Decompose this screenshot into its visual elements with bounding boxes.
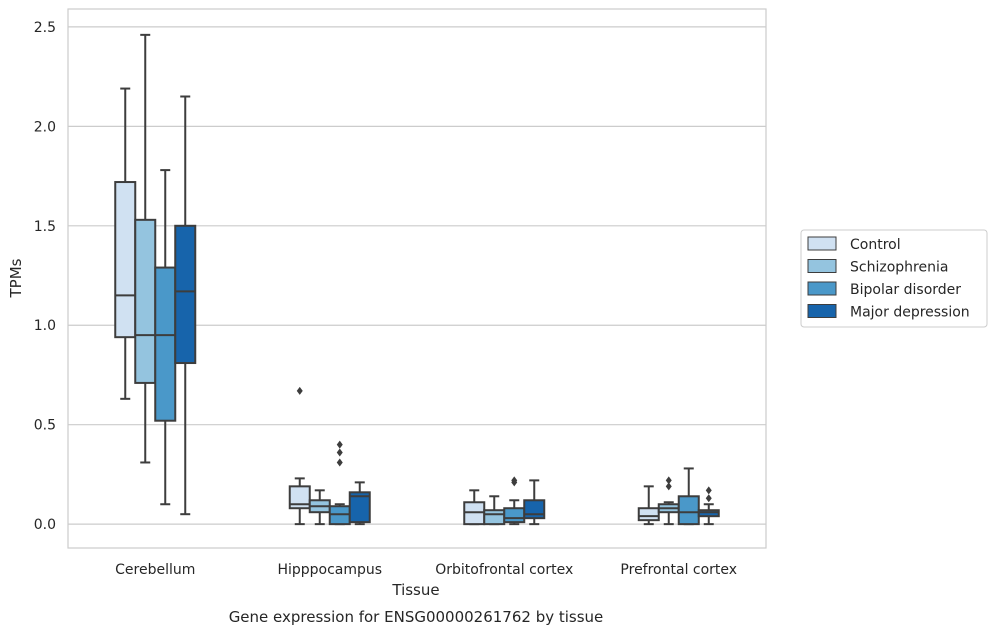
- box-schizophrenia: [657, 476, 680, 526]
- box-control: [463, 489, 486, 526]
- outlier-point: [705, 494, 712, 503]
- legend-swatch: [807, 304, 837, 318]
- legend-label: Control: [850, 237, 901, 253]
- box-iqr: [114, 181, 137, 339]
- outlier-point: [336, 448, 343, 457]
- chart-title: Gene expression for ENSG00000261762 by t…: [229, 608, 604, 626]
- legend-swatch: [807, 236, 837, 251]
- box-iqr: [174, 224, 197, 365]
- x-tick-label: Orbitofrontal cortex: [435, 562, 573, 578]
- box-iqr: [483, 509, 506, 526]
- x-tick-labels: Cerebellum Hipppocampus Orbitofrontal cort…: [115, 562, 737, 578]
- y-tick-label: 1.5: [34, 219, 56, 235]
- box-iqr: [348, 491, 371, 524]
- outlier-point: [336, 458, 343, 467]
- box-major-depression: [174, 95, 197, 516]
- box-major-depression: [348, 481, 371, 526]
- box-iqr: [503, 507, 526, 524]
- y-tick-label: 0.5: [34, 418, 56, 434]
- outlier-point: [296, 386, 303, 395]
- box-iqr: [677, 495, 700, 526]
- box-control: [114, 87, 137, 400]
- legend-swatch: [807, 281, 837, 296]
- box-major-depression: [697, 486, 720, 526]
- x-tick-label: Cerebellum: [115, 562, 195, 578]
- x-tick-label: Hipppocampus: [277, 562, 382, 578]
- plot-area-frame: [67, 8, 767, 549]
- y-tick-label: 0.0: [34, 517, 56, 533]
- box-bipolar-disorder: [503, 476, 526, 526]
- y-tick-label: 2.5: [34, 20, 56, 36]
- x-tick-label: Prefrontal cortex: [620, 562, 737, 578]
- box-bipolar-disorder: [154, 169, 177, 506]
- box-major-depression: [523, 479, 546, 526]
- legend-label: Major depression: [850, 305, 970, 321]
- box-schizophrenia: [483, 495, 506, 526]
- outlier-point: [665, 482, 672, 491]
- box-schizophrenia: [134, 33, 157, 464]
- box-control: [288, 386, 311, 526]
- legend: Control Schizophrenia Bipolar disorder Majo…: [800, 229, 988, 328]
- box-bipolar-disorder: [328, 440, 351, 526]
- legend-label: Bipolar disorder: [850, 282, 961, 298]
- box-iqr: [637, 507, 660, 522]
- box-iqr: [134, 218, 157, 384]
- box-plots: [114, 33, 720, 526]
- y-axis-label: TPMs: [7, 258, 25, 298]
- box-schizophrenia: [308, 489, 331, 526]
- box-iqr: [523, 499, 546, 520]
- box-control: [637, 485, 660, 526]
- outlier-point: [705, 486, 712, 495]
- legend-swatch: [807, 259, 837, 273]
- box-iqr: [288, 485, 311, 510]
- x-axis-label: Tissue: [391, 581, 439, 599]
- y-tick-label: 2.0: [34, 119, 56, 135]
- outlier-point: [336, 440, 343, 449]
- y-tick-labels: 0.0 0.5 1.0 1.5 2.0 2.5: [34, 20, 56, 533]
- outlier-point: [665, 476, 672, 485]
- y-tick-label: 1.0: [34, 318, 56, 334]
- legend-frame: [800, 229, 988, 328]
- outlier-point: [511, 476, 518, 485]
- box-iqr: [154, 266, 177, 422]
- box-bipolar-disorder: [677, 467, 700, 526]
- legend-label: Schizophrenia: [850, 260, 948, 276]
